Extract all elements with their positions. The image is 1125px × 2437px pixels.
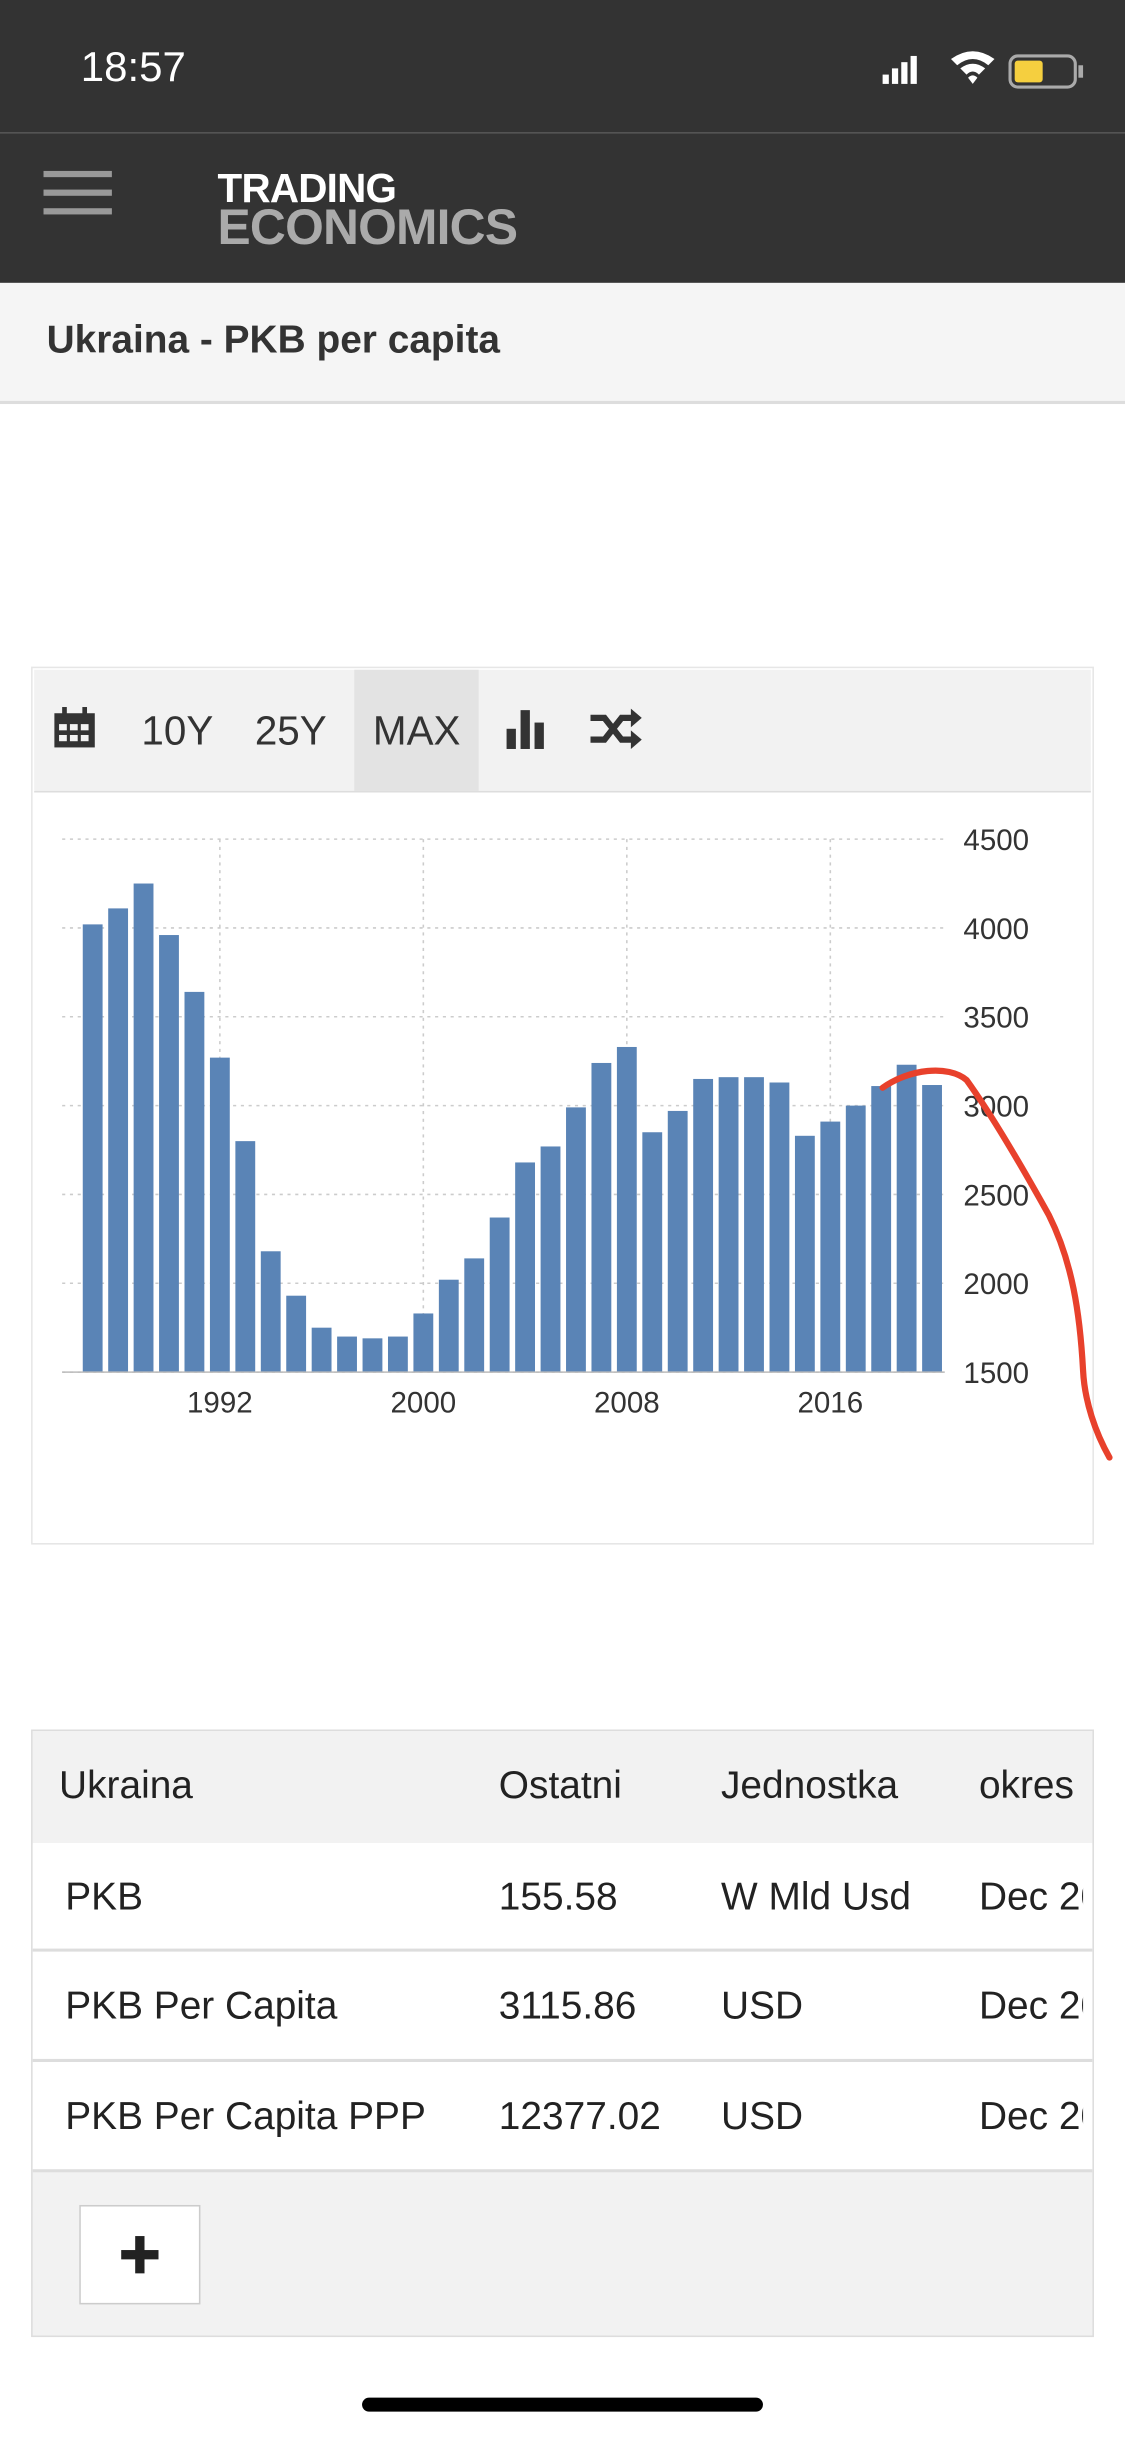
table-cell: W Mld Usd — [721, 1875, 911, 1920]
y-tick-label: 4500 — [963, 824, 1029, 857]
bar — [286, 1295, 307, 1373]
bar — [184, 991, 205, 1373]
y-tick-label: 4000 — [963, 913, 1029, 946]
table-cell: PKB Per Capita PPP — [65, 2094, 426, 2139]
bar — [794, 1135, 815, 1373]
bar — [311, 1327, 332, 1373]
home-indicator — [362, 2397, 763, 2412]
table-cell: PKB Per Capita — [65, 1984, 338, 2028]
header-cell: okres — [978, 1763, 1074, 1808]
bar — [235, 1141, 256, 1373]
bar — [540, 1146, 561, 1373]
bar — [438, 1279, 459, 1373]
bar — [108, 908, 129, 1373]
bar — [413, 1313, 434, 1373]
y-tick-label: 3500 — [963, 1002, 1029, 1035]
table-cell: Dec 2020 — [978, 1984, 1083, 2028]
app-header — [0, 132, 1125, 285]
table-row — [32, 1951, 1093, 2063]
bar — [922, 1085, 942, 1373]
bar — [515, 1162, 536, 1373]
status-time: 18:57 — [80, 43, 186, 91]
bar — [464, 1258, 485, 1373]
range-button[interactable]: MAX — [372, 707, 461, 754]
header-cell: Jednostka — [721, 1763, 899, 1808]
bar — [82, 924, 103, 1373]
bar — [667, 1110, 688, 1373]
table-cell: 12377.02 — [498, 2094, 661, 2139]
bar — [642, 1132, 663, 1373]
bar — [718, 1077, 739, 1373]
bar — [616, 1046, 637, 1373]
table-row — [32, 1842, 1093, 1952]
table: Ukraina Ostatni Jednostka okres PKB 155.58 W M… — [31, 1729, 1094, 2338]
toolbar — [34, 669, 1091, 793]
status-bar — [0, 0, 1125, 133]
bar — [133, 883, 154, 1373]
header-cell: Ukraina — [59, 1763, 193, 1808]
y-tick-label: 3000 — [963, 1090, 1029, 1123]
menu-button[interactable] — [43, 168, 115, 218]
x-tick-label: 2000 — [391, 1386, 457, 1419]
table-cell: Dec 2020 — [978, 2094, 1083, 2139]
add-button[interactable] — [79, 2204, 201, 2305]
active-range — [354, 669, 479, 791]
bar — [820, 1121, 841, 1373]
table-cell: 3115.86 — [498, 1984, 637, 2028]
y-tick-label: 2500 — [963, 1179, 1029, 1212]
plus-icon — [121, 2236, 159, 2274]
y-tick-label: 2000 — [963, 1268, 1029, 1301]
x-tick-label: 1992 — [187, 1386, 253, 1419]
bar — [337, 1336, 357, 1373]
table-row — [32, 2062, 1093, 2173]
table-cell: PKB — [65, 1875, 144, 1920]
logo-bottom[interactable]: ECONOMICS — [217, 198, 518, 255]
bar — [159, 935, 179, 1373]
bar — [896, 1064, 917, 1373]
bar — [209, 1057, 230, 1373]
hand-annotation — [879, 1067, 1113, 1461]
title-bar — [0, 282, 1125, 405]
compare-button[interactable] — [590, 707, 643, 751]
calendar-button[interactable] — [53, 707, 97, 751]
bar — [362, 1338, 383, 1373]
x-tick-label: 2008 — [594, 1386, 660, 1419]
bar — [591, 1062, 612, 1373]
table-cell: Dec 2020 — [978, 1875, 1083, 1920]
table-cell: USD — [721, 1984, 804, 2028]
x-tick-label: 2016 — [797, 1386, 863, 1419]
logo-top[interactable]: TRADING — [217, 164, 397, 212]
page-title: Ukraina - PKB per capita — [46, 318, 500, 363]
bar — [845, 1105, 866, 1373]
y-tick-label: 1500 — [963, 1357, 1029, 1390]
range-button[interactable]: 10Y — [141, 707, 214, 754]
header-cell: Ostatni — [498, 1763, 622, 1808]
chart-type-button[interactable] — [505, 707, 549, 751]
bar — [260, 1251, 281, 1373]
bar — [693, 1078, 714, 1373]
range-button[interactable]: 25Y — [254, 707, 327, 754]
bar — [769, 1082, 790, 1373]
bar — [387, 1336, 408, 1373]
chart-box — [31, 666, 1094, 1545]
bar — [744, 1077, 764, 1373]
bar — [871, 1086, 892, 1373]
table-cell: 155.58 — [498, 1875, 618, 1920]
status-icons — [882, 51, 1084, 89]
table-cell: USD — [721, 2094, 804, 2139]
bar — [489, 1217, 510, 1373]
bar — [566, 1107, 586, 1373]
